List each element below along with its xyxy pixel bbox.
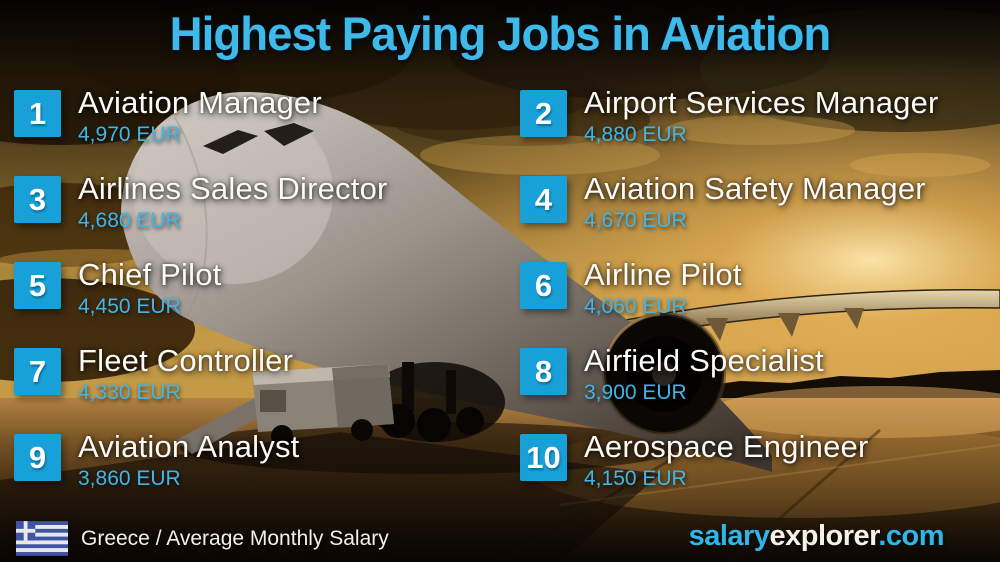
job-title: Aviation Manager xyxy=(78,85,322,120)
job-title: Airline Pilot xyxy=(584,257,742,292)
job-item-2: 2 Airport Services Manager 4,880 EUR xyxy=(520,85,992,172)
job-salary: 4,150 EUR xyxy=(584,466,687,490)
brand-salaryexplorer: salaryexplorer.com xyxy=(688,520,945,553)
country-label: Greece / Average Monthly Salary xyxy=(81,526,389,550)
job-item-4: 4 Aviation Safety Manager 4,670 EUR xyxy=(520,171,992,258)
rank-badge: 3 xyxy=(14,176,61,223)
job-salary: 4,970 EUR xyxy=(78,122,181,146)
rank-badge: 9 xyxy=(14,434,61,481)
footer-country: Greece / Average Monthly Salary xyxy=(16,521,389,556)
rank-badge: 4 xyxy=(520,176,567,223)
job-title: Aviation Analyst xyxy=(78,429,300,464)
rank-badge: 7 xyxy=(14,348,61,395)
job-title: Aerospace Engineer xyxy=(584,429,869,464)
job-title: Airfield Specialist xyxy=(584,343,824,378)
job-title: Chief Pilot xyxy=(78,257,222,292)
job-salary: 4,330 EUR xyxy=(78,380,181,404)
rank-badge: 5 xyxy=(14,262,61,309)
brand-part-salary: salary xyxy=(688,520,770,552)
greece-flag-icon xyxy=(16,521,68,556)
job-salary: 3,900 EUR xyxy=(584,380,687,404)
job-salary: 3,860 EUR xyxy=(78,466,181,490)
brand-part-com: .com xyxy=(878,520,944,552)
rank-badge: 1 xyxy=(14,90,61,137)
job-item-5: 5 Chief Pilot 4,450 EUR xyxy=(14,257,520,344)
job-list: 1 Aviation Manager 4,970 EUR 2 Airport S… xyxy=(14,85,992,516)
job-item-7: 7 Fleet Controller 4,330 EUR xyxy=(14,343,520,430)
brand-part-explorer: explorer xyxy=(769,520,879,552)
job-item-10: 10 Aerospace Engineer 4,150 EUR xyxy=(520,429,992,516)
job-item-3: 3 Airlines Sales Director 4,680 EUR xyxy=(14,171,520,258)
job-salary: 4,450 EUR xyxy=(78,294,181,318)
job-item-6: 6 Airline Pilot 4,060 EUR xyxy=(520,257,992,344)
page-title: Highest Paying Jobs in Aviation xyxy=(169,7,832,60)
job-item-9: 9 Aviation Analyst 3,860 EUR xyxy=(14,429,520,516)
rank-badge: 2 xyxy=(520,90,567,137)
job-salary: 4,680 EUR xyxy=(78,208,181,232)
rank-badge: 10 xyxy=(520,434,567,481)
rank-badge: 6 xyxy=(520,262,567,309)
job-title: Airlines Sales Director xyxy=(78,171,388,206)
job-title: Airport Services Manager xyxy=(584,85,939,120)
job-item-8: 8 Airfield Specialist 3,900 EUR xyxy=(520,343,992,430)
rank-badge: 8 xyxy=(520,348,567,395)
job-salary: 4,880 EUR xyxy=(584,122,687,146)
job-salary: 4,670 EUR xyxy=(584,208,687,232)
job-item-1: 1 Aviation Manager 4,970 EUR xyxy=(14,85,520,172)
job-title: Fleet Controller xyxy=(78,343,294,378)
job-title: Aviation Safety Manager xyxy=(584,171,926,206)
job-salary: 4,060 EUR xyxy=(584,294,687,318)
